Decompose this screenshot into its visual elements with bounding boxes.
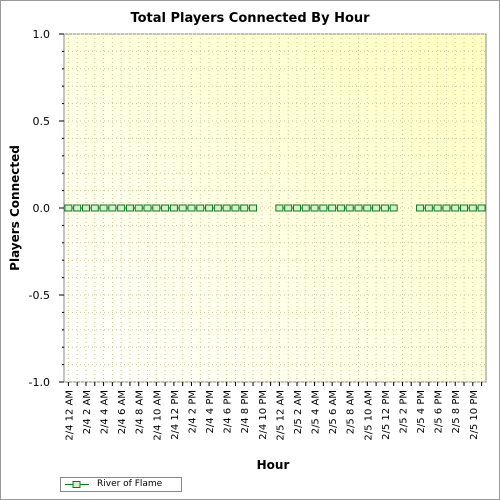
data-point bbox=[152, 204, 161, 212]
data-point bbox=[433, 204, 442, 212]
data-point bbox=[90, 204, 99, 212]
data-point bbox=[451, 204, 460, 212]
y-tick-label: -0.5 bbox=[29, 289, 50, 302]
data-point bbox=[284, 204, 293, 212]
data-point bbox=[301, 204, 310, 212]
y-axis-label: Players Connected bbox=[8, 145, 22, 271]
data-point bbox=[372, 204, 381, 212]
legend: River of Flame bbox=[60, 477, 182, 492]
data-point bbox=[161, 204, 170, 212]
x-tick-label: 2/5 4 AM bbox=[311, 390, 322, 434]
x-tick-label: 2/5 2 PM bbox=[398, 390, 409, 433]
data-point bbox=[416, 204, 425, 212]
data-point bbox=[319, 204, 328, 212]
data-point bbox=[345, 204, 354, 212]
x-tick-label: 2/5 4 PM bbox=[416, 390, 427, 433]
data-point bbox=[117, 204, 126, 212]
y-tick-label: 0.5 bbox=[33, 115, 51, 128]
y-tick-label: 0.0 bbox=[33, 202, 51, 215]
data-point bbox=[477, 204, 486, 212]
x-tick-label: 2/4 10 PM bbox=[258, 390, 269, 440]
data-point bbox=[460, 204, 469, 212]
data-point bbox=[143, 204, 152, 212]
x-tick-label: 2/5 8 AM bbox=[346, 390, 357, 434]
data-point bbox=[240, 204, 249, 212]
x-tick-label: 2/5 2 AM bbox=[293, 390, 304, 434]
x-axis-label: Hour bbox=[257, 458, 290, 472]
x-tick-label: 2/4 6 PM bbox=[223, 390, 234, 433]
x-tick-label: 2/4 2 PM bbox=[187, 390, 198, 433]
legend-label: River of Flame bbox=[97, 479, 163, 489]
data-point bbox=[354, 204, 363, 212]
data-point bbox=[125, 204, 134, 212]
x-tick-label: 2/4 8 AM bbox=[135, 390, 146, 434]
x-tick-label: 2/4 10 AM bbox=[152, 390, 163, 441]
y-tick-label: -1.0 bbox=[29, 376, 50, 389]
x-tick-label: 2/4 4 AM bbox=[100, 390, 111, 434]
x-tick-label: 2/5 12 AM bbox=[275, 390, 286, 441]
data-point bbox=[169, 204, 178, 212]
data-point bbox=[442, 204, 451, 212]
data-point bbox=[468, 204, 477, 212]
x-tick-label: 2/4 8 PM bbox=[240, 390, 251, 433]
x-tick-label: 2/4 12 AM bbox=[64, 390, 75, 441]
x-tick-label: 2/5 10 PM bbox=[469, 390, 480, 440]
data-point bbox=[134, 204, 143, 212]
x-tick-label: 2/5 12 PM bbox=[381, 390, 392, 440]
x-tick-label: 2/4 6 AM bbox=[117, 390, 128, 434]
x-tick-label: 2/5 6 PM bbox=[434, 390, 445, 433]
legend-swatch bbox=[65, 481, 89, 488]
data-point bbox=[363, 204, 372, 212]
x-tick-label: 2/5 6 AM bbox=[328, 390, 339, 434]
data-point bbox=[249, 204, 258, 212]
axis-layer: 1.0 0.5 0.0 -0.5 -1.0 2/4 12 AM 2/4 2 AM 2/4 4 … bbox=[29, 28, 483, 441]
data-point bbox=[389, 204, 398, 212]
data-point bbox=[424, 204, 433, 212]
data-point bbox=[108, 204, 117, 212]
x-tick-label: 2/5 8 PM bbox=[451, 390, 462, 433]
data-point bbox=[213, 204, 222, 212]
data-point bbox=[231, 204, 240, 212]
data-point bbox=[292, 204, 301, 212]
x-tick-label: 2/4 2 AM bbox=[82, 390, 93, 434]
data-point bbox=[99, 204, 108, 212]
data-point bbox=[64, 204, 73, 212]
x-tick-label: 2/5 10 AM bbox=[363, 390, 374, 441]
data-point bbox=[222, 204, 231, 212]
series-layer bbox=[64, 204, 486, 212]
data-point bbox=[196, 204, 205, 212]
y-tick-label: 1.0 bbox=[33, 28, 51, 41]
data-point bbox=[187, 204, 196, 212]
data-point bbox=[178, 204, 187, 212]
data-point bbox=[275, 204, 284, 212]
data-point bbox=[336, 204, 345, 212]
data-point bbox=[310, 204, 319, 212]
data-point bbox=[380, 204, 389, 212]
x-tick-label: 2/4 12 PM bbox=[170, 390, 181, 440]
data-point bbox=[328, 204, 337, 212]
data-point bbox=[73, 204, 82, 212]
x-tick-label: 2/4 4 PM bbox=[205, 390, 216, 433]
chart-title: Total Players Connected By Hour bbox=[130, 11, 370, 26]
data-point bbox=[81, 204, 90, 212]
data-point bbox=[205, 204, 214, 212]
